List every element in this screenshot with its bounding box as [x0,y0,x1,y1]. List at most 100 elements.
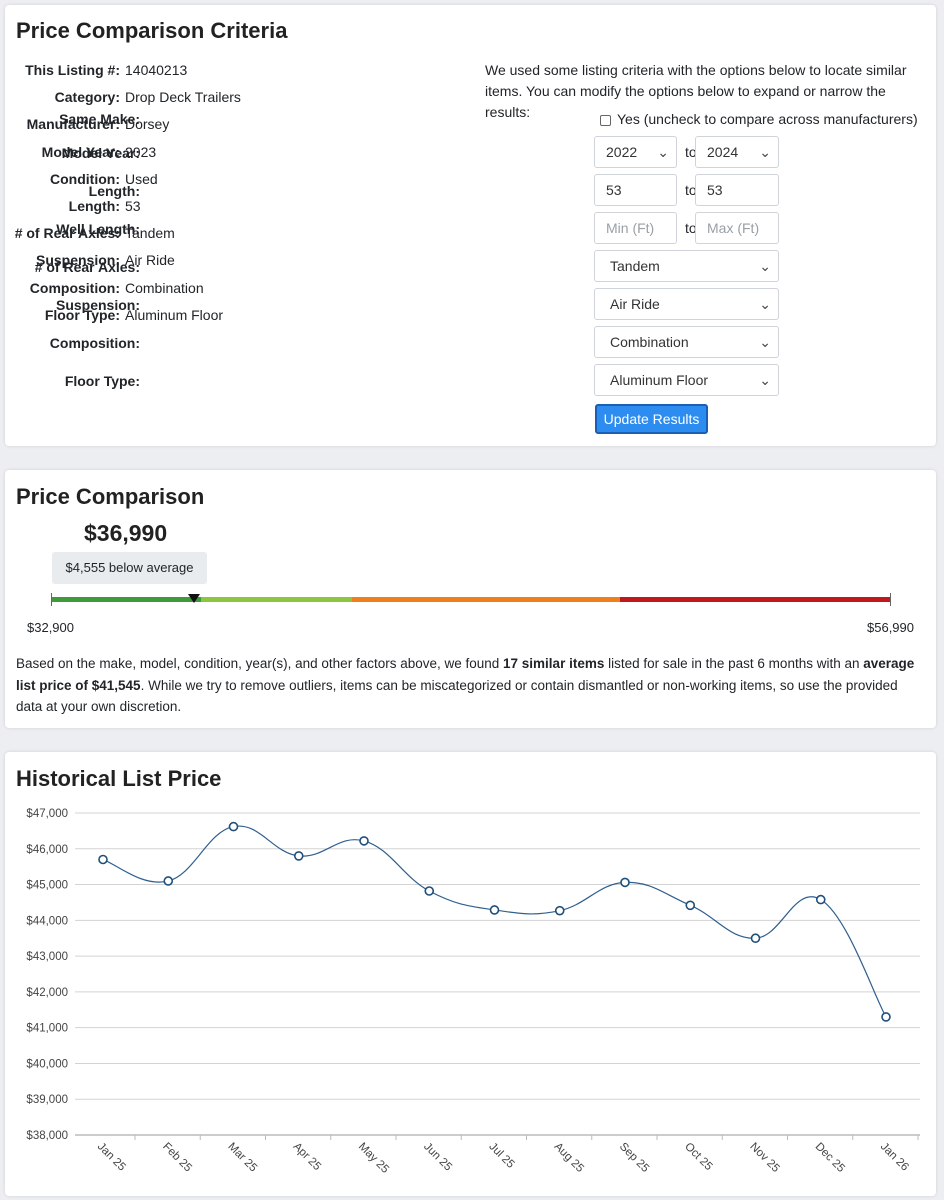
length-label: Length: [88,183,140,199]
data-point [685,900,696,911]
well-length-max-placeholder: Max (Ft) [707,220,760,236]
chevron-down-icon: ⌄ [759,296,771,312]
chevron-down-icon: ⌄ [759,144,771,160]
suspension-select[interactable]: Air Ride ⌄ [594,288,779,320]
y-tick-label: $42,000 [26,987,68,999]
length-to-input[interactable]: 53 [695,174,779,206]
well-length-min-input[interactable]: Min (Ft) [594,212,677,244]
floor-type-select[interactable]: Aluminum Floor ⌄ [594,364,779,396]
range-segment-green [51,597,201,602]
spec-label: Category: [54,89,120,106]
to-label: to [685,144,697,160]
data-point [98,854,108,865]
data-point [815,894,826,905]
spec-value: Used [125,170,158,187]
spec-value: Tandem [125,225,175,242]
price-series-line [102,825,887,1018]
x-tick-label: Oct 25 [682,1141,714,1173]
spec-value: Air Ride [125,252,175,269]
x-tick-label: Sep 25 [617,1141,651,1175]
x-tick-label: Mar 25 [225,1141,259,1175]
y-tick-label: $43,000 [26,951,68,963]
spec-label: Suspension: [35,252,120,269]
data-point [554,905,565,916]
y-tick-label: $44,000 [26,915,68,927]
data-point [750,933,761,944]
x-tick-label: Jan 26 [878,1141,911,1174]
average-list-price: average list price of $41,545 [16,656,915,693]
range-segment-light-green [201,597,352,602]
range-max-tick [890,593,891,606]
well-length-min-placeholder: Min (Ft) [606,220,655,236]
y-tick-label: $45,000 [26,880,68,892]
model-year-from-select[interactable]: 2022 ⌄ [594,136,677,168]
y-tick-label: $46,000 [26,844,68,856]
summary-text: Based on the make, model, condition, yea… [16,656,504,671]
length-to-value: 53 [707,182,723,198]
historical-price-chart: $38,000 $39,000 $40,000 $41,000 $42,000 $43,0… [26,808,920,1176]
well-length-max-input[interactable]: Max (Ft) [695,212,779,244]
criteria-card: Price Comparison Criteria This Listing #… [5,5,936,446]
price-range-bar [51,597,891,602]
x-tick-label: Aug 25 [552,1141,586,1175]
price-comparison-title: Price Comparison [16,484,205,509]
x-tick-label: Nov 25 [747,1141,781,1175]
data-point [359,836,369,846]
summary-text: . While we try to remove outliers, items… [16,677,898,715]
price-marker-icon [188,594,200,603]
range-segment-red [620,597,891,602]
spec-label: Condition: [50,170,120,187]
spec-label: Model Year: [41,143,120,160]
data-point [881,1012,891,1022]
data-point [228,821,239,832]
same-make-label: Same Make: [59,111,140,127]
same-make-checkbox[interactable] [600,115,611,126]
rear-axles-select[interactable]: Tandem ⌄ [594,250,779,282]
historical-title: Historical List Price [16,766,222,791]
y-tick-label: $40,000 [26,1058,68,1070]
y-tick-label: $39,000 [26,1094,68,1106]
y-tick-label: $41,000 [26,1023,68,1035]
spec-value: Dorsey [125,116,170,133]
spec-label: Length: [68,198,120,214]
criteria-intro: We used some listing criteria with the o… [485,62,907,120]
chevron-down-icon: ⌄ [759,372,771,388]
spec-value: 53 [125,198,141,214]
spec-value: 2023 [125,143,157,160]
composition-value: Combination [610,334,689,350]
y-tick-label: $38,000 [26,1130,68,1142]
spec-value: Combination [125,279,204,296]
chevron-down-icon: ⌄ [759,334,771,350]
range-min-label: $32,900 [27,620,74,635]
price-comparison-card: Price Comparison $36,990 $4,555 below av… [5,470,936,728]
composition-select[interactable]: Combination ⌄ [594,326,779,358]
data-point [293,851,304,861]
x-tick-label: Jul 25 [486,1141,516,1171]
spec-value: 14040213 [125,62,188,78]
rear-axles-label: # of Rear Axles: [34,259,140,275]
length-from-input[interactable]: 53 [594,174,677,206]
data-point [620,877,630,888]
spec-value: Aluminum Floor [125,306,224,323]
spec-value: Drop Deck Trailers [125,89,241,106]
model-year-to-select[interactable]: 2024 ⌄ [695,136,779,168]
chevron-down-icon: ⌄ [759,258,771,274]
spec-label: This Listing #: [25,62,120,78]
to-label: to [685,220,697,236]
data-point [424,886,435,896]
spec-label: Composition: [29,279,120,296]
x-tick-label: Jan 25 [95,1141,128,1174]
range-max-label: $56,990 [867,620,914,635]
below-average-badge: $4,555 below average [52,552,207,584]
comparison-summary: Based on the make, model, condition, yea… [16,653,926,718]
historical-price-card: Historical List Price $38,000 $39,000 $40,… [5,752,936,1196]
update-results-button[interactable]: Update Results [595,404,708,434]
floor-type-value: Aluminum Floor [610,372,709,388]
criteria-title: Price Comparison Criteria [16,18,288,43]
model-year-label: Model Year: [61,145,140,161]
rear-axles-value: Tandem [610,258,660,274]
listing-price: $36,990 [84,520,168,546]
range-min-tick [51,593,52,606]
x-tick-label: Jun 25 [421,1141,454,1174]
range-segment-orange [352,597,620,602]
